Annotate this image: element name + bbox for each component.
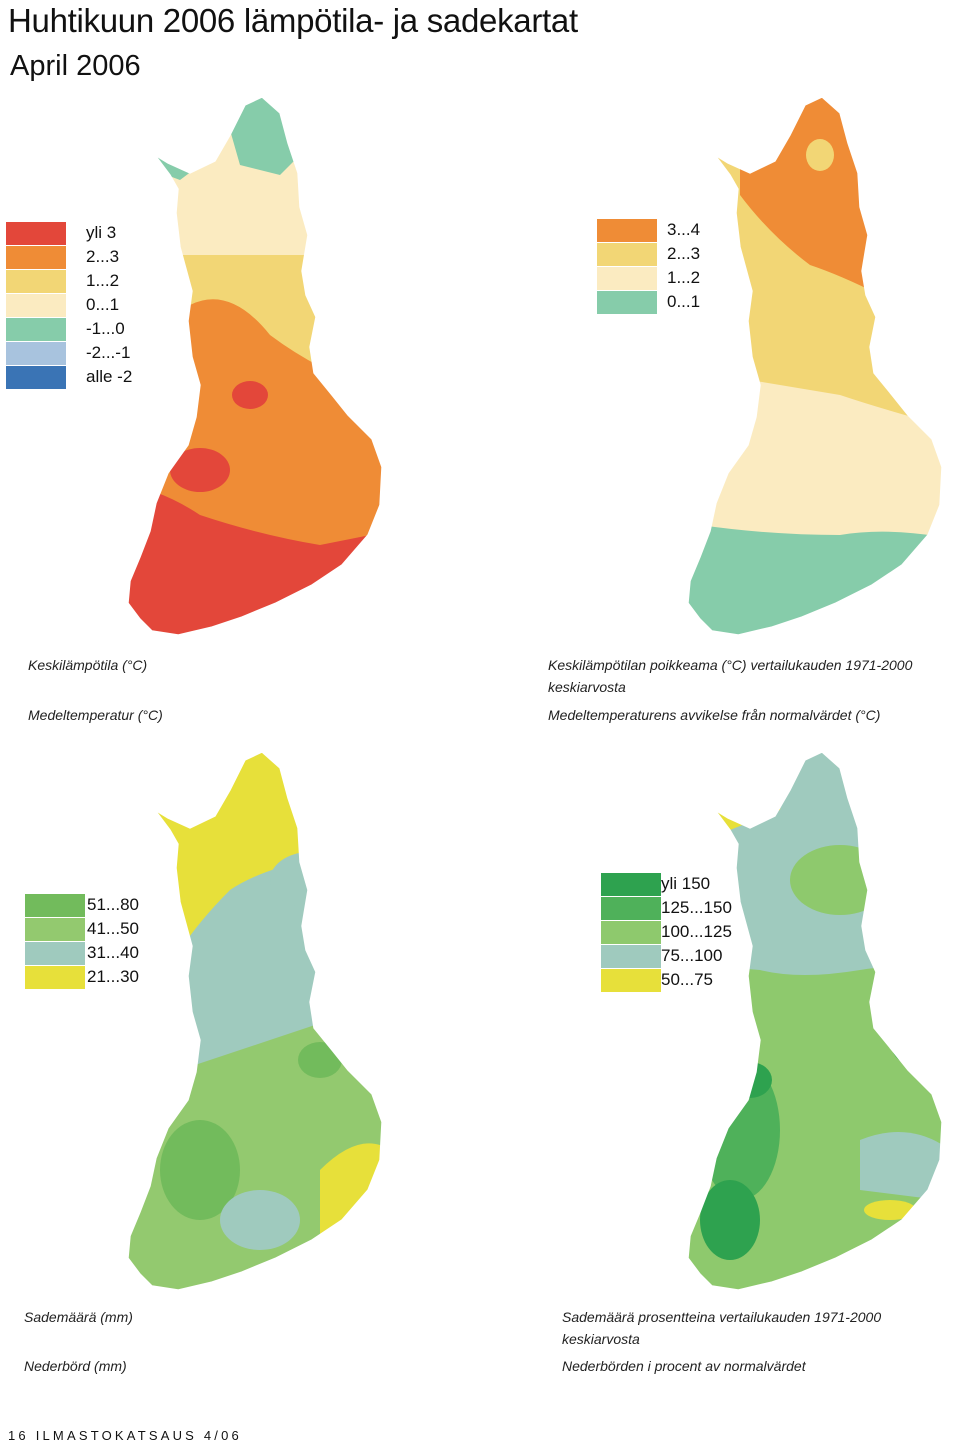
legend-swatch: [6, 246, 66, 270]
legend-swatch: [25, 894, 85, 918]
legend-label: 50...75: [661, 970, 713, 989]
legend-label: -2...-1: [86, 343, 131, 362]
temperature-deviation-caption-fi-2: keskiarvosta: [548, 679, 626, 695]
precipitation-percentage-caption-fi: Sademäärä prosentteina vertailukauden 19…: [562, 1309, 882, 1325]
legend-swatch: [597, 219, 657, 243]
legend-label: 1...2: [86, 271, 120, 290]
legend-row: yli 3: [6, 222, 176, 246]
precipitation-percentage-legend: yli 150 125...150 100...125 75...100 50...75: [601, 873, 771, 993]
legend-label: 100...125: [661, 922, 732, 941]
legend-swatch: [6, 342, 66, 366]
legend-label: 31...40: [87, 943, 139, 962]
precipitation-caption-sv: Nederbörd (mm): [24, 1358, 127, 1374]
legend-row: 1...2: [6, 270, 176, 294]
legend-swatch: [601, 945, 661, 969]
legend-row: 0...1: [597, 291, 767, 315]
legend-row: 51...80: [25, 894, 185, 918]
legend-label: alle -2: [86, 367, 133, 386]
legend-swatch: [601, 969, 661, 993]
legend-row: -2...-1: [6, 342, 176, 366]
legend-row: 21...30: [25, 966, 185, 990]
legend-row: 2...3: [6, 246, 176, 270]
legend-label: 125...150: [661, 898, 732, 917]
legend-swatch: [6, 270, 66, 294]
publication-name: ILMASTOKATSAUS 4/06: [35, 1428, 242, 1443]
legend-row: -1...0: [6, 318, 176, 342]
precipitation-percentage-caption-fi-2: keskiarvosta: [562, 1331, 640, 1347]
legend-label: yli 150: [661, 874, 711, 893]
legend-swatch: [601, 897, 661, 921]
legend-swatch: [597, 267, 657, 291]
page-footer: 16 ILMASTOKATSAUS 4/06: [8, 1428, 242, 1443]
legend-label: 0...1: [667, 292, 701, 311]
mean-temperature-caption-fi: Keskilämpötila (°C): [28, 657, 148, 673]
legend-swatch: [6, 294, 66, 318]
precipitation-legend: 51...80 41...50 31...40 21...30: [25, 894, 185, 990]
legend-label: 3...4: [667, 220, 701, 239]
legend-swatch: [601, 921, 661, 945]
legend-swatch: [6, 366, 66, 390]
legend-row: 125...150: [601, 897, 771, 921]
legend-swatch: [25, 918, 85, 942]
legend-label: -1...0: [86, 319, 125, 338]
legend-label: 41...50: [87, 919, 139, 938]
legend-row: 31...40: [25, 942, 185, 966]
legend-label: 2...3: [86, 247, 120, 266]
temperature-deviation-map: [687, 96, 943, 636]
legend-row: yli 150: [601, 873, 771, 897]
legend-label: 75...100: [661, 946, 723, 965]
legend-swatch: [25, 966, 85, 990]
legend-row: 50...75: [601, 969, 771, 993]
legend-swatch: [6, 222, 66, 246]
temperature-deviation-caption-fi: Keskilämpötilan poikkeama (°C) vertailuk…: [548, 657, 913, 673]
temperature-deviation-caption-sv: Medeltemperaturens avvikelse från normal…: [548, 707, 881, 723]
legend-swatch: [6, 318, 66, 342]
legend-row: 100...125: [601, 921, 771, 945]
legend-row: 0...1: [6, 294, 176, 318]
legend-row: 1...2: [597, 267, 767, 291]
legend-label: 2...3: [667, 244, 701, 263]
temperature-deviation-legend: 3...4 2...3 1...2 0...1: [597, 219, 767, 315]
legend-row: 75...100: [601, 945, 771, 969]
page-title: Huhtikuun 2006 lämpötila- ja sadekartat: [8, 2, 578, 39]
precipitation-caption-fi: Sademäärä (mm): [24, 1309, 133, 1325]
legend-label: 1...2: [667, 268, 701, 287]
legend-row: alle -2: [6, 366, 176, 390]
precipitation-map: [127, 751, 383, 1291]
legend-label: 21...30: [87, 967, 139, 986]
legend-swatch: [597, 291, 657, 315]
legend-row: 3...4: [597, 219, 767, 243]
legend-label: 51...80: [87, 895, 139, 914]
legend-row: 41...50: [25, 918, 185, 942]
mean-temperature-map: [127, 96, 383, 636]
page-number: 16: [8, 1428, 29, 1443]
mean-temperature-legend: yli 3 2...3 1...2 0...1 -1...0 -2...-1 alle -2: [6, 222, 176, 390]
legend-swatch: [25, 942, 85, 966]
legend-swatch: [597, 243, 657, 267]
legend-label: 0...1: [86, 295, 120, 314]
page-subtitle: April 2006: [10, 50, 141, 82]
legend-swatch: [601, 873, 661, 897]
precipitation-percentage-caption-sv: Nederbörden i procent av normalvärdet: [562, 1358, 806, 1374]
mean-temperature-caption-sv: Medeltemperatur (°C): [28, 707, 163, 723]
legend-row: 2...3: [597, 243, 767, 267]
precipitation-percentage-map: [687, 751, 943, 1291]
legend-label: yli 3: [86, 223, 117, 242]
